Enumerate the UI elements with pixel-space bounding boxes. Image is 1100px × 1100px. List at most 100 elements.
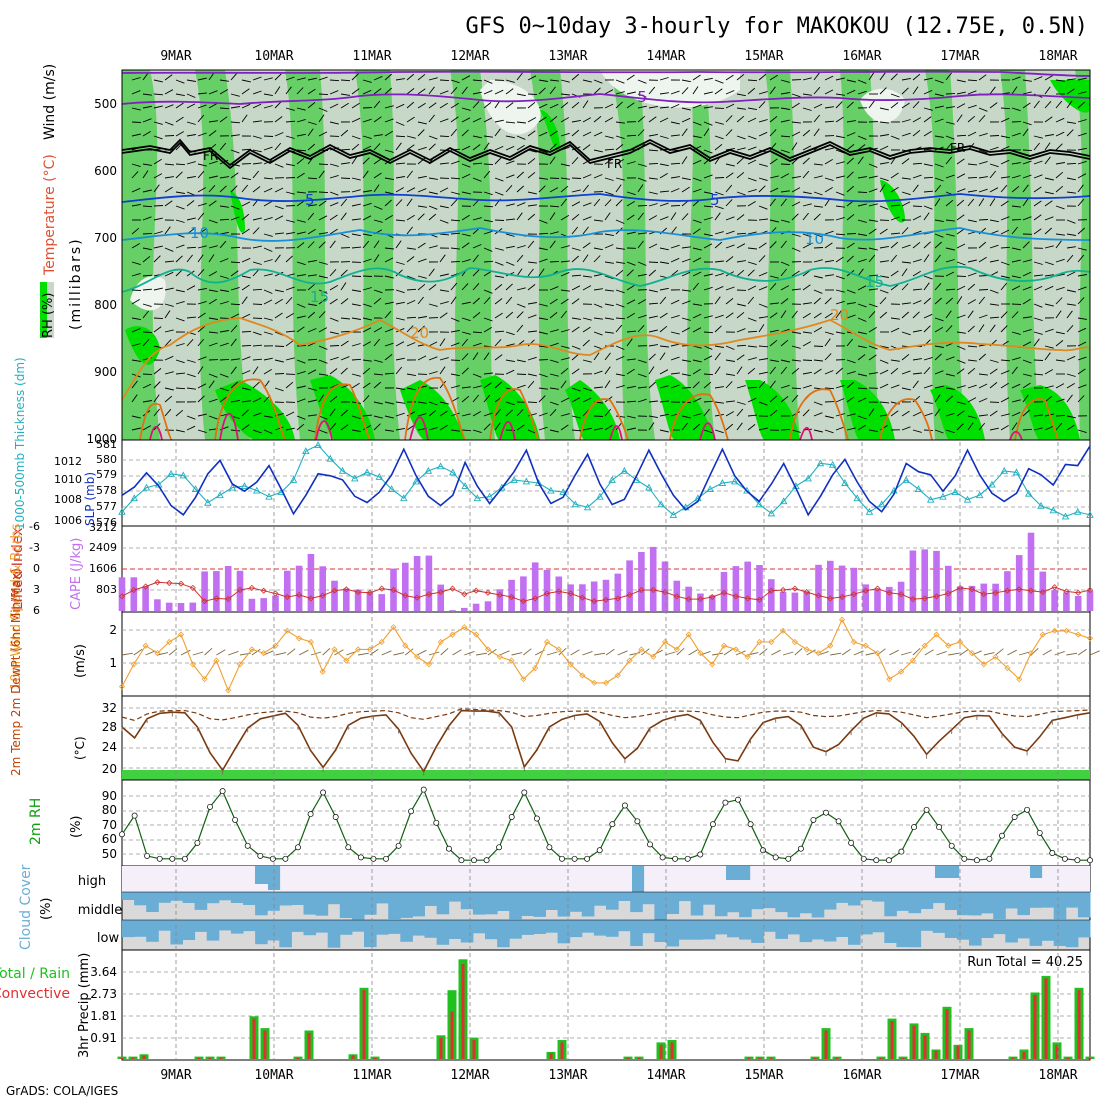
upper-wind-barb	[593, 317, 603, 320]
upper-wind-barb	[1000, 135, 1010, 139]
upper-wind-barb	[307, 358, 318, 361]
cloud-middle-bar	[412, 892, 425, 917]
thickness-point	[412, 477, 420, 485]
temp-panel: 32 28 24 20 2m Temp 2m DewPt (6hr Min/Ma…	[9, 568, 1091, 781]
upper-wind-barb	[802, 312, 811, 319]
upper-wind-barb	[1022, 102, 1031, 109]
upper-wind-barb	[846, 233, 857, 235]
upper-wind-barb	[472, 162, 483, 165]
cloud-middle-bar	[388, 892, 401, 920]
upper-wind-barb	[824, 331, 834, 335]
upper-wind-barb	[175, 244, 185, 249]
upper-wind-barb	[252, 186, 261, 193]
top-date-0: 9MAR	[160, 49, 191, 64]
upper-wind-barb	[538, 79, 548, 82]
upper-wind-barb	[615, 303, 625, 308]
upper-wind-barb	[1066, 310, 1073, 319]
temp-minmax-markers	[121, 711, 1078, 776]
upper-wind-barb	[615, 184, 622, 193]
upper-wind-barb	[879, 134, 889, 137]
upper-wind-barb	[879, 311, 888, 319]
upper-wind-barb	[604, 380, 611, 389]
cloud-low-bar	[267, 920, 280, 941]
upper-wind-barb	[934, 394, 941, 403]
upper-wind-barb	[549, 373, 559, 377]
upper-wind-barb	[604, 158, 613, 165]
upper-wind-barb	[813, 128, 820, 137]
upper-wind-barb	[879, 205, 889, 210]
upper-wind-barb	[516, 135, 526, 140]
upper-wind-barb	[307, 177, 318, 180]
cloud-low-bar	[969, 920, 982, 946]
upper-wind-barb	[362, 215, 372, 221]
contour-label-15a: 15	[310, 288, 329, 306]
upper-wind-barb	[208, 380, 215, 389]
upper-wind-barb	[1077, 274, 1087, 277]
upper-wind-barb	[395, 187, 405, 193]
upper-wind-barb	[373, 158, 382, 165]
upper-wind-barb	[230, 205, 240, 210]
rh-panel: 90 80 70 60 50 2m RH (%)	[28, 779, 1093, 867]
surface-wind-barb	[582, 650, 593, 656]
wind-speed-point	[236, 661, 244, 668]
upper-wind-barb	[813, 412, 823, 417]
cape-bar	[968, 585, 976, 611]
surface-wind-barb	[617, 650, 628, 656]
upper-wind-barb	[890, 232, 901, 235]
upper-wind-barb	[681, 117, 691, 123]
upper-wind-barb	[131, 299, 140, 305]
upper-wind-barb	[351, 275, 362, 277]
upper-wind-barb	[879, 121, 889, 124]
upper-wind-barb	[186, 161, 196, 165]
wind-ticks: 2 1	[109, 623, 117, 670]
thickness-point	[118, 507, 126, 515]
cloud-low-bar	[497, 920, 510, 948]
upper-wind-barb	[615, 269, 624, 277]
upper-wind-barb	[417, 401, 427, 404]
surface-wind-barb	[168, 648, 178, 656]
thickness-point	[1073, 507, 1082, 515]
upper-wind-barb	[505, 233, 515, 237]
wind-speed-point	[225, 687, 232, 694]
rh-point	[521, 789, 528, 796]
upper-wind-barb	[329, 103, 339, 109]
upper-wind-barb	[1033, 317, 1043, 322]
upper-wind-barb	[769, 312, 778, 319]
upper-wind-barb	[835, 135, 845, 139]
upper-wind-barb	[560, 397, 570, 403]
precip-convective-bar	[373, 1057, 377, 1059]
upper-wind-barb	[1000, 413, 1010, 417]
upper-wind-barb	[461, 86, 468, 95]
upper-wind-barb	[307, 128, 314, 137]
rh-points	[119, 786, 1093, 864]
cloud-middle-bar	[944, 892, 958, 910]
surface-wind-barb	[192, 651, 204, 656]
upper-wind-barb	[813, 103, 823, 109]
precip-convective-bar	[945, 1009, 949, 1059]
cape-bar	[461, 607, 468, 611]
upper-wind-barb	[384, 177, 394, 181]
upper-wind-barb	[736, 232, 747, 235]
cape-bar	[732, 566, 740, 611]
upper-wind-barb	[516, 424, 525, 431]
cloud-low-bar	[823, 920, 837, 942]
cape-bar	[130, 577, 138, 611]
cloud-low-bar	[351, 920, 365, 932]
thickness-point	[485, 492, 494, 500]
upper-wind-barb	[714, 260, 724, 263]
upper-wind-barb	[351, 289, 361, 292]
upper-wind-barb	[406, 187, 416, 193]
cape-bar	[720, 571, 728, 611]
upper-wind-barb	[670, 331, 680, 335]
upper-wind-barb	[989, 289, 999, 294]
dewpoint-series	[121, 708, 1091, 722]
upper-wind-barb	[648, 353, 656, 361]
upper-wind-barb	[890, 172, 899, 179]
lifted-index-series	[121, 581, 1091, 602]
upper-wind-barb	[219, 116, 228, 123]
lifted-index-point	[980, 591, 987, 598]
upper-wind-barb	[263, 247, 273, 252]
upper-wind-barb	[582, 100, 589, 109]
upper-wind-barb	[1044, 156, 1051, 165]
upper-wind-barb	[659, 312, 668, 319]
